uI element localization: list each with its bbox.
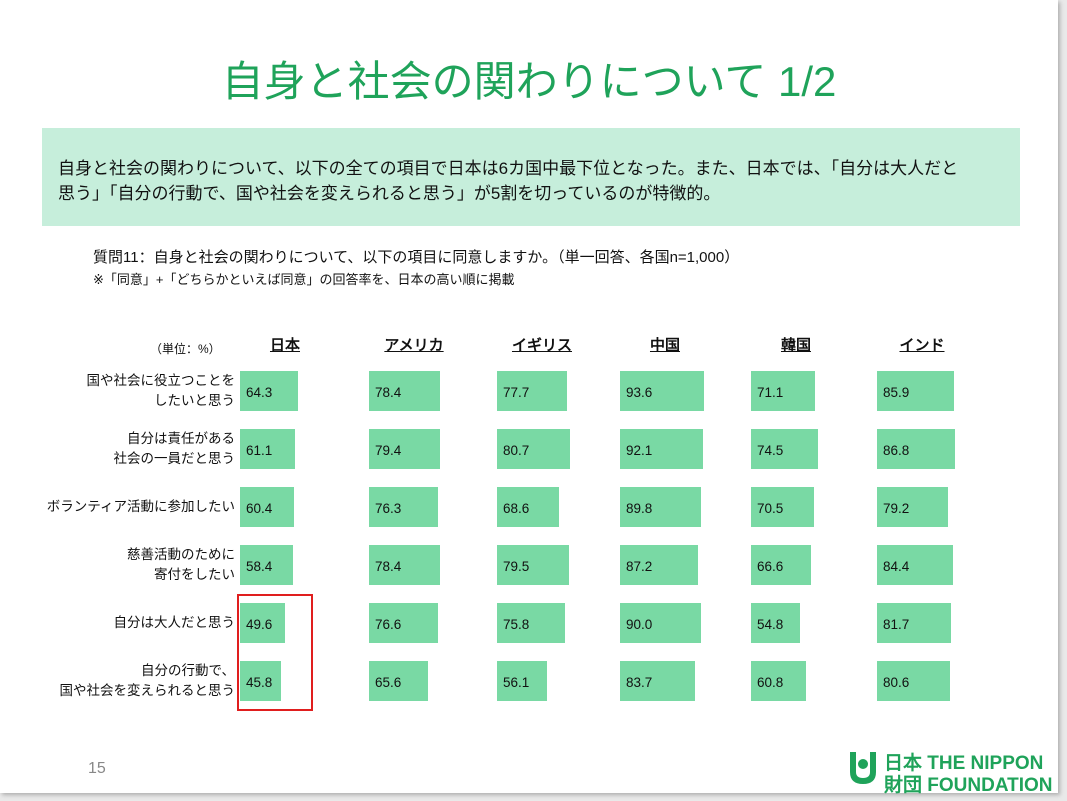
value-label: 60.4 bbox=[246, 501, 273, 516]
value-label: 58.4 bbox=[246, 559, 273, 574]
value-label: 80.6 bbox=[883, 675, 910, 690]
row-label: ボランティア活動に参加したい bbox=[46, 499, 235, 514]
value-label: 45.8 bbox=[246, 675, 273, 690]
column-header: 日本 bbox=[269, 337, 300, 354]
value-label: 77.7 bbox=[503, 385, 530, 400]
summary-line: 自身と社会の関わりについて、以下の全ての項目で日本は6カ国中最下位となった。また… bbox=[58, 159, 959, 178]
value-label: 61.1 bbox=[246, 443, 273, 458]
value-label: 70.5 bbox=[757, 501, 784, 516]
row-label: 自分は責任がある 社会の一員だと思う bbox=[113, 431, 236, 466]
bar bbox=[497, 661, 548, 701]
value-label: 78.4 bbox=[375, 385, 402, 400]
value-label: 78.4 bbox=[375, 559, 402, 574]
page-number: 15 bbox=[88, 760, 106, 777]
bar bbox=[751, 429, 819, 469]
column-header: アメリカ bbox=[384, 337, 444, 354]
value-label: 71.1 bbox=[757, 385, 784, 400]
bar bbox=[620, 661, 696, 701]
bar bbox=[240, 603, 285, 643]
bar bbox=[369, 545, 440, 585]
column-header: 韓国 bbox=[780, 337, 811, 354]
slide-title: 自身と社会の関わりについて 1/2 bbox=[221, 58, 837, 105]
value-label: 83.7 bbox=[626, 675, 653, 690]
highlight-box bbox=[237, 594, 313, 711]
value-label: 79.4 bbox=[375, 443, 402, 458]
summary-line: 思う」「自分の行動で、国や社会を変えられると思う」が5割を切っているのが特徴的。 bbox=[58, 184, 721, 203]
value-label: 85.9 bbox=[883, 385, 910, 400]
bar bbox=[751, 487, 815, 527]
value-label: 76.6 bbox=[375, 617, 402, 632]
bar bbox=[497, 545, 569, 585]
bar bbox=[369, 487, 438, 527]
logo-icon bbox=[850, 752, 876, 784]
bar bbox=[877, 371, 955, 411]
bar bbox=[240, 371, 298, 411]
value-label: 64.3 bbox=[246, 385, 273, 400]
note: ※「同意」+「どちらかといえば同意」の回答率を、日本の高い順に掲載 bbox=[93, 272, 515, 287]
value-label: 68.6 bbox=[503, 501, 530, 516]
bar bbox=[620, 487, 701, 527]
bar bbox=[497, 429, 570, 469]
bar bbox=[369, 603, 438, 643]
bar bbox=[240, 545, 293, 585]
bar bbox=[751, 661, 806, 701]
bar bbox=[877, 429, 956, 469]
bar bbox=[877, 603, 951, 643]
bar bbox=[620, 429, 703, 469]
logo-text: 日本 THE NIPPON bbox=[884, 753, 1044, 774]
value-label: 49.6 bbox=[246, 617, 273, 632]
value-label: 86.8 bbox=[883, 443, 910, 458]
value-label: 75.8 bbox=[503, 617, 530, 632]
value-label: 90.0 bbox=[626, 617, 653, 632]
row-label: 国や社会に役立つことを したいと思う bbox=[86, 373, 236, 408]
value-label: 54.8 bbox=[757, 617, 784, 632]
value-label: 84.4 bbox=[883, 559, 910, 574]
bar bbox=[877, 661, 950, 701]
bar bbox=[369, 371, 440, 411]
summary-box bbox=[42, 128, 1020, 226]
value-label: 87.2 bbox=[626, 559, 653, 574]
row-label: 自分は大人だと思う bbox=[113, 615, 236, 630]
value-label: 60.8 bbox=[757, 675, 784, 690]
bar bbox=[620, 371, 705, 411]
logo-text: 財団 FOUNDATION bbox=[884, 775, 1053, 796]
bar bbox=[620, 545, 699, 585]
bar bbox=[240, 661, 282, 701]
column-header: インド bbox=[899, 337, 945, 354]
value-label: 66.6 bbox=[757, 559, 784, 574]
value-label: 81.7 bbox=[883, 617, 910, 632]
bar bbox=[620, 603, 701, 643]
value-label: 89.8 bbox=[626, 501, 653, 516]
column-header: イギリス bbox=[511, 337, 572, 354]
value-label: 79.2 bbox=[883, 501, 910, 516]
question: 質問11：自身と社会の関わりについて、以下の項目に同意しますか。（単一回答、各国… bbox=[93, 249, 740, 266]
value-label: 56.1 bbox=[503, 675, 530, 690]
row-label: 自分の行動で、 国や社会を変えられると思う bbox=[59, 663, 236, 698]
bar bbox=[751, 545, 811, 585]
value-label: 76.3 bbox=[375, 501, 402, 516]
value-label: 79.5 bbox=[503, 559, 530, 574]
unit-label: （単位：%） bbox=[150, 342, 221, 356]
bar bbox=[751, 603, 801, 643]
bar bbox=[369, 429, 441, 469]
bar bbox=[877, 545, 953, 585]
bar bbox=[877, 487, 949, 527]
value-label: 93.6 bbox=[626, 385, 653, 400]
value-label: 80.7 bbox=[503, 443, 530, 458]
bar bbox=[240, 429, 295, 469]
value-label: 74.5 bbox=[757, 443, 784, 458]
bar bbox=[369, 661, 429, 701]
bar bbox=[497, 603, 566, 643]
bar bbox=[751, 371, 815, 411]
row-label: 慈善活動のために 寄付をしたい bbox=[127, 547, 235, 582]
column-header: 中国 bbox=[649, 337, 680, 354]
bar bbox=[497, 371, 567, 411]
bar bbox=[497, 487, 559, 527]
value-label: 92.1 bbox=[626, 443, 653, 458]
bar bbox=[240, 487, 295, 527]
value-label: 65.6 bbox=[375, 675, 402, 690]
